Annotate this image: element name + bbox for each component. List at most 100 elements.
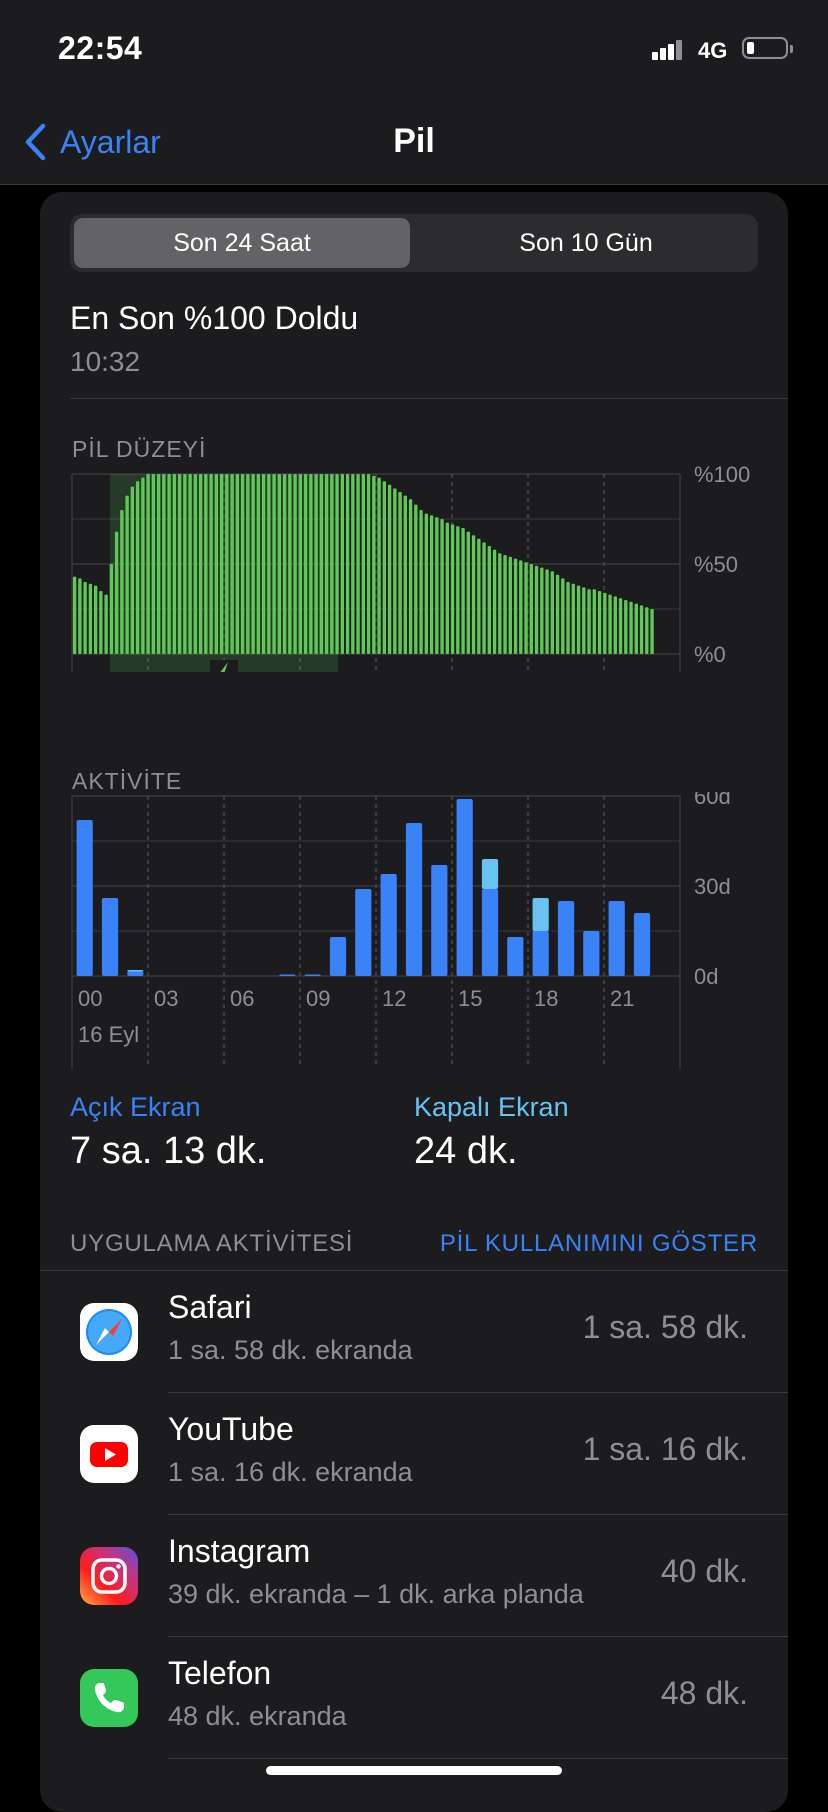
x-tick-label: 21 [610, 986, 634, 1011]
battery-bar [335, 474, 339, 654]
activity-bar-screen-off [127, 970, 144, 972]
battery-bar [246, 474, 250, 654]
battery-bar [277, 474, 282, 654]
activity-bar-screen-off [481, 859, 499, 889]
battery-bar [104, 594, 108, 654]
battery-bar [382, 481, 387, 654]
battery-bar [650, 609, 654, 654]
battery-bar [172, 474, 177, 654]
battery-card: Son 24 Saat Son 10 Gün En Son %100 Doldu… [40, 192, 788, 1812]
battery-bar [477, 538, 481, 654]
battery-bar [508, 556, 512, 654]
activity-bar-screen-on [279, 974, 296, 976]
battery-bar [645, 607, 649, 654]
activity-bar-screen-on [101, 898, 119, 976]
battery-bar [356, 474, 360, 654]
battery-bar [398, 492, 402, 654]
battery-bar [114, 531, 119, 654]
activity-chart[interactable]: 00 03 06 09 12 15 18 21 16 Eyl 60d 30d 0d [40, 792, 788, 1072]
battery-bar [177, 474, 182, 654]
battery-bar [93, 585, 98, 654]
battery-bar [503, 555, 507, 654]
battery-bar [639, 605, 644, 654]
battery-bar [156, 474, 161, 654]
activity-bar-screen-on [557, 901, 575, 976]
battery-bar [88, 583, 93, 654]
app-usage-time: 1 sa. 58 dk. [582, 1309, 748, 1345]
battery-bar [487, 546, 491, 654]
battery-bar [261, 474, 266, 654]
battery-bar [319, 474, 324, 654]
battery-bar [414, 504, 418, 654]
battery-bar [83, 582, 87, 654]
segment-last-24-hours[interactable]: Son 24 Saat [74, 218, 410, 268]
battery-bar [387, 484, 392, 654]
x-tick-label: 06 [230, 986, 254, 1011]
battery-bar [135, 481, 140, 654]
battery-bar [78, 578, 82, 654]
chevron-left-icon [25, 123, 46, 161]
battery-bar [219, 474, 224, 654]
battery-level-label: PİL DÜZEYİ [72, 436, 207, 462]
navigation-bar: Ayarlar Pil [0, 100, 828, 185]
x-tick-label: 15 [458, 986, 482, 1011]
battery-bar [576, 585, 581, 654]
last-charge-time: 10:32 [70, 346, 141, 377]
battery-bar [225, 474, 229, 654]
battery-bar [125, 495, 129, 654]
battery-bar [267, 474, 271, 654]
y-tick-label: 30d [694, 874, 731, 899]
battery-bar [524, 562, 528, 654]
app-activity-header: UYGULAMA AKTİVİTESİ [70, 1230, 354, 1257]
battery-bar [498, 553, 502, 654]
app-name: YouTube [168, 1411, 294, 1447]
back-button[interactable]: Ayarlar [24, 122, 161, 162]
x-tick-label: 12 [382, 986, 406, 1011]
activity-bar-screen-on [583, 931, 600, 976]
divider [70, 398, 788, 399]
activity-bar-screen-on [380, 874, 397, 976]
app-name: Instagram [168, 1533, 311, 1569]
app-row-youtube[interactable]: YouTube 1 sa. 16 dk. ekranda 1 sa. 16 dk… [40, 1393, 788, 1515]
battery-bar [204, 474, 208, 654]
battery-bar [303, 474, 308, 654]
battery-bar [377, 477, 381, 654]
youtube-icon [80, 1425, 138, 1483]
y-tick-label: 0d [694, 964, 718, 989]
battery-bar [555, 574, 560, 654]
battery-bar [72, 576, 77, 654]
app-row-phone[interactable]: Telefon 48 dk. ekranda 48 dk. [40, 1637, 788, 1759]
battery-bar [566, 582, 570, 654]
divider [168, 1392, 788, 1393]
activity-bar-screen-on [608, 901, 625, 976]
battery-bar [282, 474, 287, 654]
app-row-safari[interactable]: Safari 1 sa. 58 dk. ekranda 1 sa. 58 dk. [40, 1271, 788, 1393]
y-tick-label: 60d [694, 792, 731, 809]
battery-bar [366, 474, 371, 654]
page-title: Pil [393, 122, 435, 160]
battery-bar [456, 526, 460, 654]
segment-last-10-days[interactable]: Son 10 Gün [519, 228, 653, 257]
y-tick-label: %50 [694, 552, 738, 577]
battery-bar [314, 474, 318, 654]
battery-bar [272, 474, 276, 654]
battery-bar [492, 549, 497, 654]
x-tick-label: 03 [154, 986, 178, 1011]
show-battery-usage-button[interactable]: PİL KULLANIMINI GÖSTER [439, 1230, 758, 1257]
app-row-instagram[interactable]: Instagram 39 dk. ekranda – 1 dk. arka pl… [40, 1515, 788, 1637]
app-name: Telefon [168, 1655, 272, 1691]
divider [168, 1514, 788, 1515]
battery-bar [424, 513, 429, 654]
instagram-icon [80, 1547, 138, 1605]
battery-bar [109, 564, 114, 654]
battery-icon [742, 37, 793, 59]
battery-bar [587, 589, 591, 654]
battery-bar [345, 474, 350, 654]
battery-bar [513, 558, 518, 654]
battery-bar [251, 474, 255, 654]
battery-bar [603, 592, 607, 654]
activity-bar-screen-off [532, 898, 549, 931]
activity-bar-screen-on [355, 889, 372, 976]
network-type: 4G [698, 38, 728, 63]
